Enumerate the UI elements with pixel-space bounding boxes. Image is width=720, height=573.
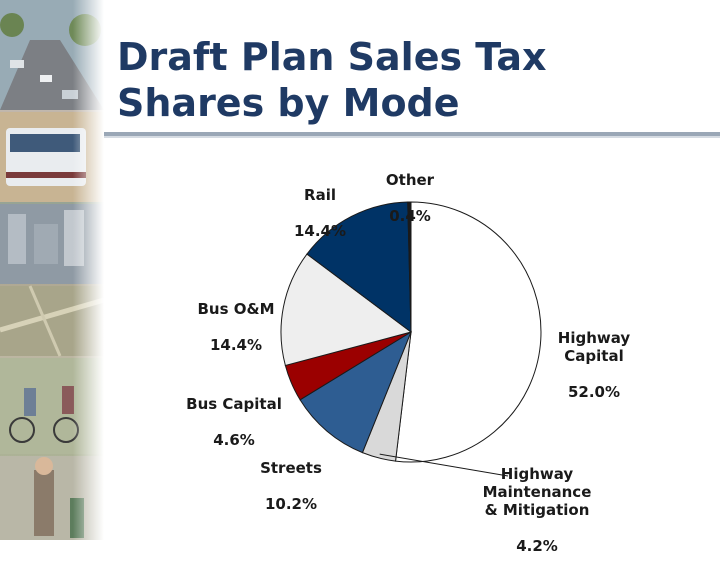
label-other-value: 0.4% <box>389 207 431 225</box>
label-other-name: Other <box>385 171 435 189</box>
photo-strip-fade <box>0 0 104 540</box>
slide-title: Draft Plan Sales Tax Shares by Mode <box>117 34 707 126</box>
label-streets-name: Streets <box>260 459 322 477</box>
label-other: Other 0.4% <box>374 153 446 243</box>
leader-line-highway-maintenance <box>379 453 509 477</box>
label-bus-capital: Bus Capital 4.6% <box>180 377 288 467</box>
label-bus-om-value: 14.4% <box>209 336 263 354</box>
label-bus-om: Bus O&M 14.4% <box>188 282 284 372</box>
title-underline-shadow <box>104 136 720 138</box>
label-streets: Streets 10.2% <box>248 441 334 531</box>
pie-slice-streets <box>299 330 413 454</box>
label-bus-capital-name: Bus Capital <box>186 395 282 413</box>
label-highway-maintenance: Highway Maintenance & Mitigation 4.2% <box>470 447 604 573</box>
pie-slice-other <box>407 201 412 333</box>
label-highway-capital: Highway Capital 52.0% <box>546 311 642 419</box>
label-rail-value: 14.4% <box>293 222 347 240</box>
title-line-1: Draft Plan Sales Tax <box>117 35 547 79</box>
pie-slice-highway-capital <box>394 201 542 463</box>
pie-slices <box>280 201 542 463</box>
label-bus-om-name: Bus O&M <box>197 300 275 318</box>
label-highway-capital-name: Highway Capital <box>557 329 631 365</box>
pie-slice-bus-om <box>280 253 413 367</box>
label-rail-name: Rail <box>304 186 336 204</box>
label-rail: Rail 14.4% <box>282 168 358 258</box>
label-highway-capital-value: 52.0% <box>567 383 621 401</box>
photo-strip <box>0 0 104 540</box>
title-line-2: Shares by Mode <box>117 81 460 125</box>
label-bus-capital-value: 4.6% <box>213 431 255 449</box>
pie-slice-rail <box>306 201 412 334</box>
label-highway-maintenance-name: Highway Maintenance & Mitigation <box>482 465 592 519</box>
label-streets-value: 10.2% <box>264 495 318 513</box>
pie-chart <box>280 201 542 477</box>
title-underline <box>104 132 720 136</box>
